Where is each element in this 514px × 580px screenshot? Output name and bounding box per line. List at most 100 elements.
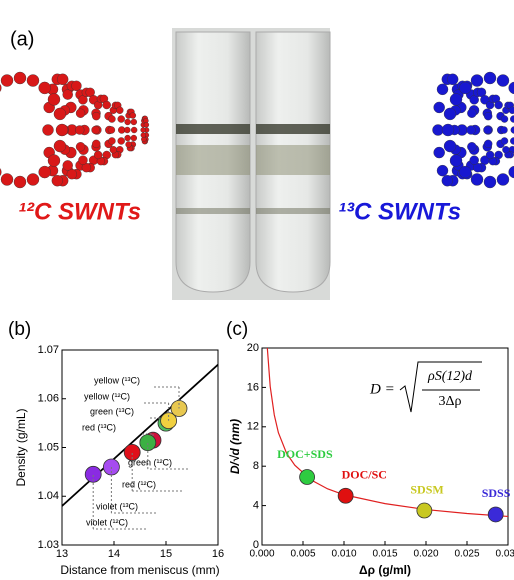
y-tick-label: 12 bbox=[247, 421, 259, 433]
point-label: violet (¹²C) bbox=[86, 517, 128, 527]
point-label: green (¹²C) bbox=[128, 457, 172, 467]
atom bbox=[14, 72, 26, 84]
point-label: SDSM bbox=[410, 482, 443, 496]
atom bbox=[484, 176, 496, 188]
atom bbox=[52, 175, 63, 186]
point-label: violet (¹³C) bbox=[96, 501, 138, 511]
atom bbox=[437, 165, 448, 176]
atom bbox=[434, 102, 445, 113]
atom bbox=[0, 166, 1, 178]
atom bbox=[92, 140, 100, 148]
atom bbox=[125, 135, 131, 141]
atom bbox=[39, 82, 51, 94]
atom bbox=[108, 127, 115, 134]
y-tick-label: 16 bbox=[247, 381, 259, 393]
atom bbox=[54, 140, 66, 152]
atom bbox=[459, 166, 471, 178]
atom bbox=[27, 173, 39, 185]
y-tick-label: 8 bbox=[253, 460, 259, 472]
atom bbox=[71, 81, 81, 91]
atom bbox=[103, 101, 111, 109]
point-label: SDSS bbox=[482, 486, 511, 500]
atom bbox=[141, 128, 146, 133]
atom bbox=[75, 126, 84, 135]
atom bbox=[131, 135, 137, 141]
atom bbox=[467, 109, 476, 118]
x-axis-label: Δρ (g/ml) bbox=[359, 563, 411, 577]
atom bbox=[437, 84, 448, 95]
atom bbox=[444, 108, 456, 120]
data-point bbox=[417, 503, 432, 518]
x-tick-label: 0.020 bbox=[413, 549, 438, 560]
atom bbox=[510, 137, 514, 144]
atom bbox=[497, 173, 509, 185]
atom bbox=[484, 72, 496, 84]
atom bbox=[495, 101, 503, 109]
x-tick-label: 16 bbox=[212, 548, 224, 560]
equation: 3Δρ bbox=[439, 394, 462, 409]
panel-label: (b) bbox=[8, 319, 31, 340]
point-label: red (¹²C) bbox=[122, 479, 156, 489]
right-label: ¹³C SWNTs bbox=[338, 198, 461, 225]
x-tick-label: 0.030 bbox=[495, 549, 514, 560]
atom bbox=[67, 169, 77, 179]
data-point bbox=[488, 507, 503, 522]
x-tick-label: 0.025 bbox=[454, 549, 479, 560]
atom bbox=[130, 112, 136, 118]
atom bbox=[509, 166, 514, 178]
atom bbox=[63, 160, 73, 170]
atom bbox=[467, 142, 476, 151]
atom bbox=[497, 75, 509, 87]
atom bbox=[108, 137, 115, 144]
atom bbox=[126, 142, 132, 148]
point-label: DOC+SDS bbox=[277, 447, 333, 461]
x-tick-label: 0.015 bbox=[372, 549, 397, 560]
y-axis-label: Density (g/mL) bbox=[14, 408, 28, 486]
band bbox=[176, 145, 250, 175]
point-label: red (¹³C) bbox=[82, 422, 116, 432]
atom bbox=[510, 116, 514, 123]
atom bbox=[484, 112, 492, 120]
atom bbox=[1, 173, 13, 185]
atom bbox=[56, 124, 68, 136]
atom bbox=[450, 155, 462, 167]
atom bbox=[141, 133, 146, 138]
x-tick-label: 0.010 bbox=[331, 549, 356, 560]
atom bbox=[442, 124, 454, 136]
atom bbox=[43, 125, 54, 136]
atom bbox=[76, 109, 85, 118]
atom bbox=[14, 176, 26, 188]
x-tick-label: 14 bbox=[108, 548, 120, 560]
x-axis-label: Distance from meniscus (mm) bbox=[60, 563, 219, 577]
band bbox=[176, 208, 250, 214]
atom bbox=[467, 126, 476, 135]
y-tick-label: 0 bbox=[253, 539, 259, 551]
atom bbox=[501, 127, 508, 134]
tubes bbox=[172, 28, 330, 300]
band bbox=[176, 124, 250, 134]
atom bbox=[48, 155, 60, 167]
atom bbox=[63, 90, 73, 100]
x-tick-label: 15 bbox=[160, 548, 172, 560]
band bbox=[256, 145, 330, 175]
point-label: yellow (¹²C) bbox=[84, 391, 130, 401]
atom bbox=[459, 82, 471, 94]
plot-frame bbox=[62, 350, 218, 545]
left-label: ¹²C SWNTs bbox=[18, 198, 141, 225]
atom bbox=[92, 112, 100, 120]
point-label: green (¹³C) bbox=[90, 406, 134, 416]
band bbox=[256, 124, 330, 134]
equation: D = bbox=[369, 381, 395, 397]
atom bbox=[131, 127, 137, 133]
atom bbox=[486, 151, 494, 159]
atom bbox=[501, 116, 508, 123]
atom bbox=[509, 82, 514, 94]
atom bbox=[92, 126, 100, 134]
atom bbox=[124, 127, 130, 133]
atom bbox=[131, 119, 137, 125]
atom bbox=[447, 74, 458, 85]
atom bbox=[94, 151, 102, 159]
atom bbox=[78, 156, 87, 165]
atom bbox=[125, 119, 131, 125]
atom bbox=[509, 107, 514, 114]
